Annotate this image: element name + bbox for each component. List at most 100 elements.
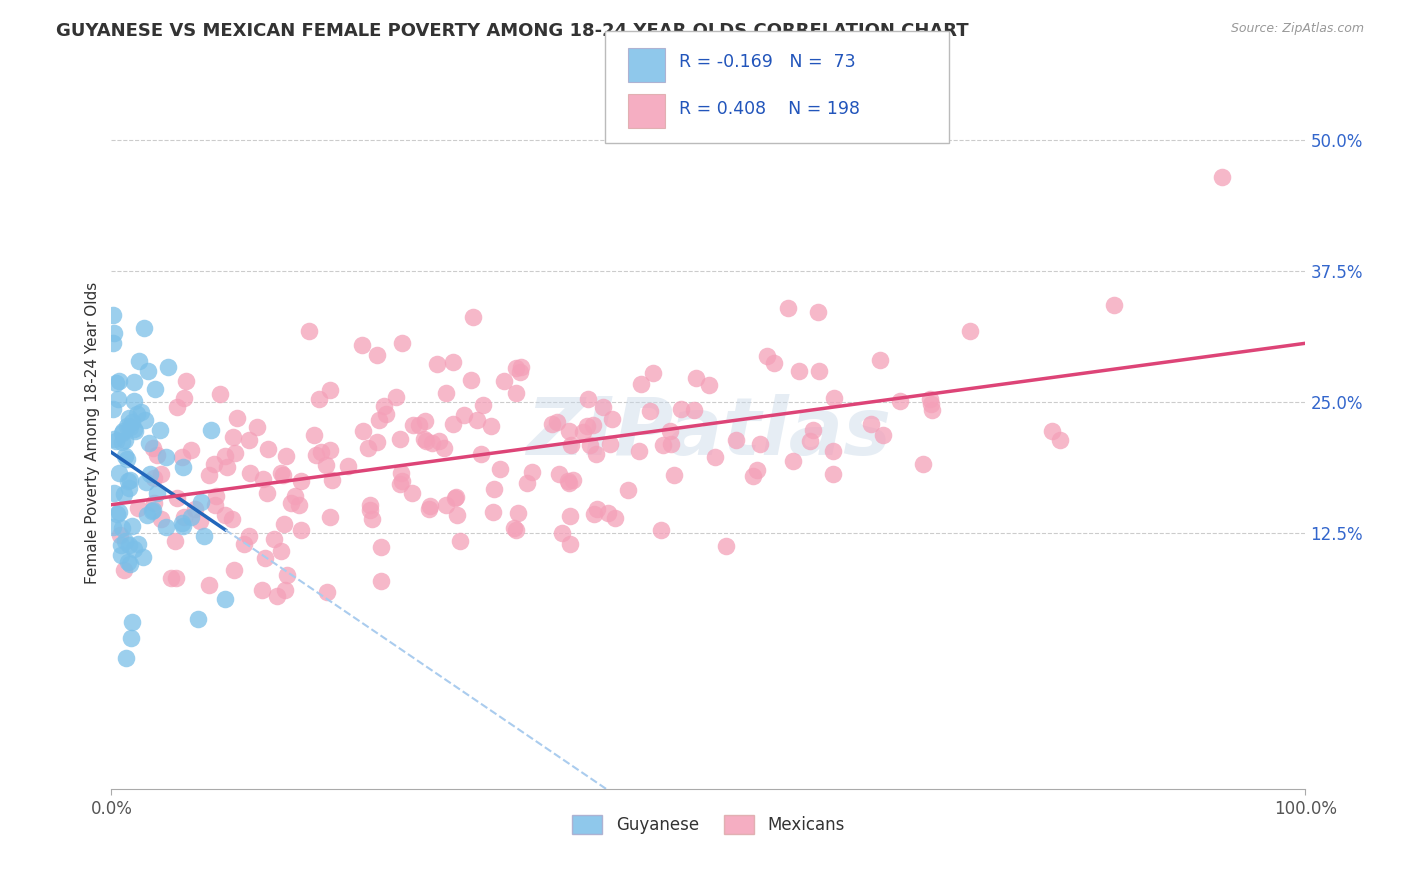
Mexicans — [1049, 433, 1071, 447]
Mexicans — [110, 527, 132, 541]
Mexicans — [290, 474, 312, 488]
Mexicans — [541, 417, 564, 431]
Mexicans — [600, 411, 623, 425]
Mexicans — [465, 413, 488, 427]
Mexicans — [276, 567, 298, 582]
Mexicans — [1102, 298, 1125, 312]
Mexicans — [389, 432, 412, 446]
Mexicans — [419, 499, 441, 513]
Mexicans — [503, 521, 526, 535]
Mexicans — [509, 365, 531, 379]
Mexicans — [434, 498, 457, 512]
Guyanese — [118, 420, 141, 434]
Mexicans — [551, 526, 574, 541]
Guyanese — [108, 505, 131, 519]
Guyanese — [104, 376, 127, 391]
Mexicans — [516, 475, 538, 490]
Mexicans — [145, 448, 167, 462]
Mexicans — [482, 483, 505, 497]
Mexicans — [427, 434, 450, 449]
Mexicans — [311, 445, 333, 459]
Mexicans — [869, 353, 891, 368]
Mexicans — [226, 410, 249, 425]
Guyanese — [190, 495, 212, 509]
Mexicans — [166, 491, 188, 505]
Mexicans — [586, 502, 609, 516]
Mexicans — [449, 533, 471, 548]
Mexicans — [389, 476, 412, 491]
Mexicans — [214, 449, 236, 463]
Guyanese — [155, 520, 177, 534]
Guyanese — [120, 631, 142, 645]
Guyanese — [143, 382, 166, 396]
Text: ZIPatlas: ZIPatlas — [526, 394, 891, 473]
Mexicans — [246, 419, 269, 434]
Guyanese — [107, 374, 129, 388]
Text: R = -0.169   N =  73: R = -0.169 N = 73 — [679, 54, 856, 71]
Mexicans — [453, 408, 475, 422]
Guyanese — [138, 436, 160, 450]
Mexicans — [389, 466, 412, 480]
Mexicans — [304, 449, 326, 463]
Mexicans — [150, 467, 173, 481]
Mexicans — [401, 485, 423, 500]
Guyanese — [172, 518, 194, 533]
Mexicans — [127, 501, 149, 516]
Mexicans — [274, 449, 297, 463]
Guyanese — [110, 425, 132, 440]
Mexicans — [336, 458, 359, 473]
Mexicans — [256, 442, 278, 457]
Mexicans — [492, 374, 515, 388]
Mexicans — [252, 582, 274, 597]
Guyanese — [200, 423, 222, 437]
Guyanese — [139, 467, 162, 482]
Guyanese — [149, 423, 172, 437]
Mexicans — [918, 392, 941, 406]
Mexicans — [911, 457, 934, 471]
Mexicans — [238, 434, 260, 448]
Mexicans — [143, 471, 166, 485]
Mexicans — [176, 374, 198, 388]
Guyanese — [136, 364, 159, 378]
Mexicans — [408, 418, 430, 433]
Mexicans — [643, 366, 665, 380]
Guyanese — [193, 529, 215, 543]
Guyanese — [101, 519, 124, 533]
Mexicans — [352, 425, 374, 439]
Guyanese — [121, 415, 143, 429]
Mexicans — [920, 397, 942, 411]
Mexicans — [170, 450, 193, 464]
Mexicans — [224, 446, 246, 460]
Mexicans — [704, 450, 727, 464]
Guyanese — [117, 418, 139, 433]
Guyanese — [110, 548, 132, 562]
Mexicans — [321, 473, 343, 487]
Guyanese — [114, 433, 136, 447]
Mexicans — [560, 537, 582, 551]
Mexicans — [682, 402, 704, 417]
Guyanese — [214, 592, 236, 607]
Mexicans — [599, 437, 621, 451]
Mexicans — [505, 524, 527, 538]
Mexicans — [558, 475, 581, 490]
Mexicans — [415, 434, 437, 448]
Mexicans — [319, 442, 342, 457]
Mexicans — [575, 418, 598, 433]
Guyanese — [172, 516, 194, 531]
Mexicans — [659, 437, 682, 451]
Mexicans — [699, 378, 721, 392]
Mexicans — [479, 419, 502, 434]
Mexicans — [505, 385, 527, 400]
Guyanese — [124, 425, 146, 439]
Mexicans — [173, 391, 195, 405]
Mexicans — [444, 491, 467, 505]
Mexicans — [420, 436, 443, 450]
Mexicans — [374, 407, 396, 421]
Guyanese — [132, 550, 155, 565]
Mexicans — [273, 582, 295, 597]
Mexicans — [1211, 169, 1233, 184]
Mexicans — [391, 336, 413, 351]
Mexicans — [373, 399, 395, 413]
Mexicans — [488, 462, 510, 476]
Mexicans — [578, 392, 600, 406]
